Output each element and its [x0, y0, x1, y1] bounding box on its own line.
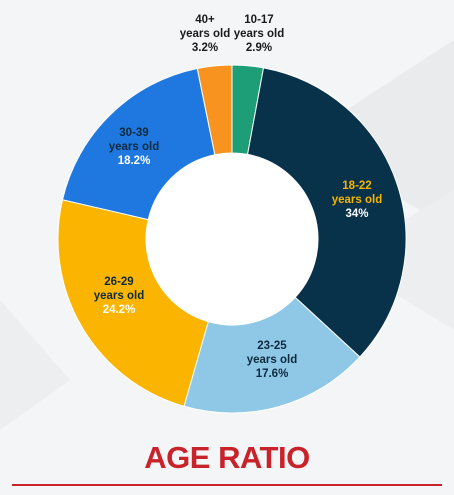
slice-percent: 2.9%	[246, 42, 272, 54]
slice-label-26-29: 26-29 years old 24.2%	[94, 276, 145, 316]
slice-category: 23-25	[257, 340, 287, 352]
slice-label-23-25: 23-25 years old 17.6%	[247, 340, 298, 380]
slice-26-29[interactable]	[57, 199, 209, 407]
slice-category: 18-22	[342, 180, 371, 192]
slice-label-40plus: 40+ years old 3.2%	[180, 14, 231, 54]
slice-category: 30-39	[119, 127, 148, 139]
slice-percent: 3.2%	[192, 42, 218, 54]
slice-label-10-17: 10-17 years old 2.9%	[234, 14, 285, 54]
slice-category: years old	[332, 194, 383, 206]
slice-percent: 18.2%	[118, 155, 151, 167]
title-underline	[12, 484, 442, 486]
slice-category: years old	[180, 28, 231, 40]
slice-label-18-22: 18-22 years old 34%	[332, 180, 383, 220]
slice-percent: 24.2%	[103, 304, 136, 316]
slice-label-30-39: 30-39 years old 18.2%	[109, 127, 160, 167]
slice-category: 26-29	[104, 276, 133, 288]
slice-category: 10-17	[244, 14, 273, 26]
slice-percent: 34%	[345, 208, 368, 220]
slice-category: years old	[247, 354, 298, 366]
slice-category: years old	[109, 141, 160, 153]
slice-category: 40+	[195, 14, 215, 26]
slice-category: years old	[234, 28, 285, 40]
chart-title: AGE RATIO	[144, 440, 310, 475]
slice-percent: 17.6%	[256, 368, 289, 380]
donut-hole	[146, 153, 318, 325]
slice-category: years old	[94, 290, 145, 302]
